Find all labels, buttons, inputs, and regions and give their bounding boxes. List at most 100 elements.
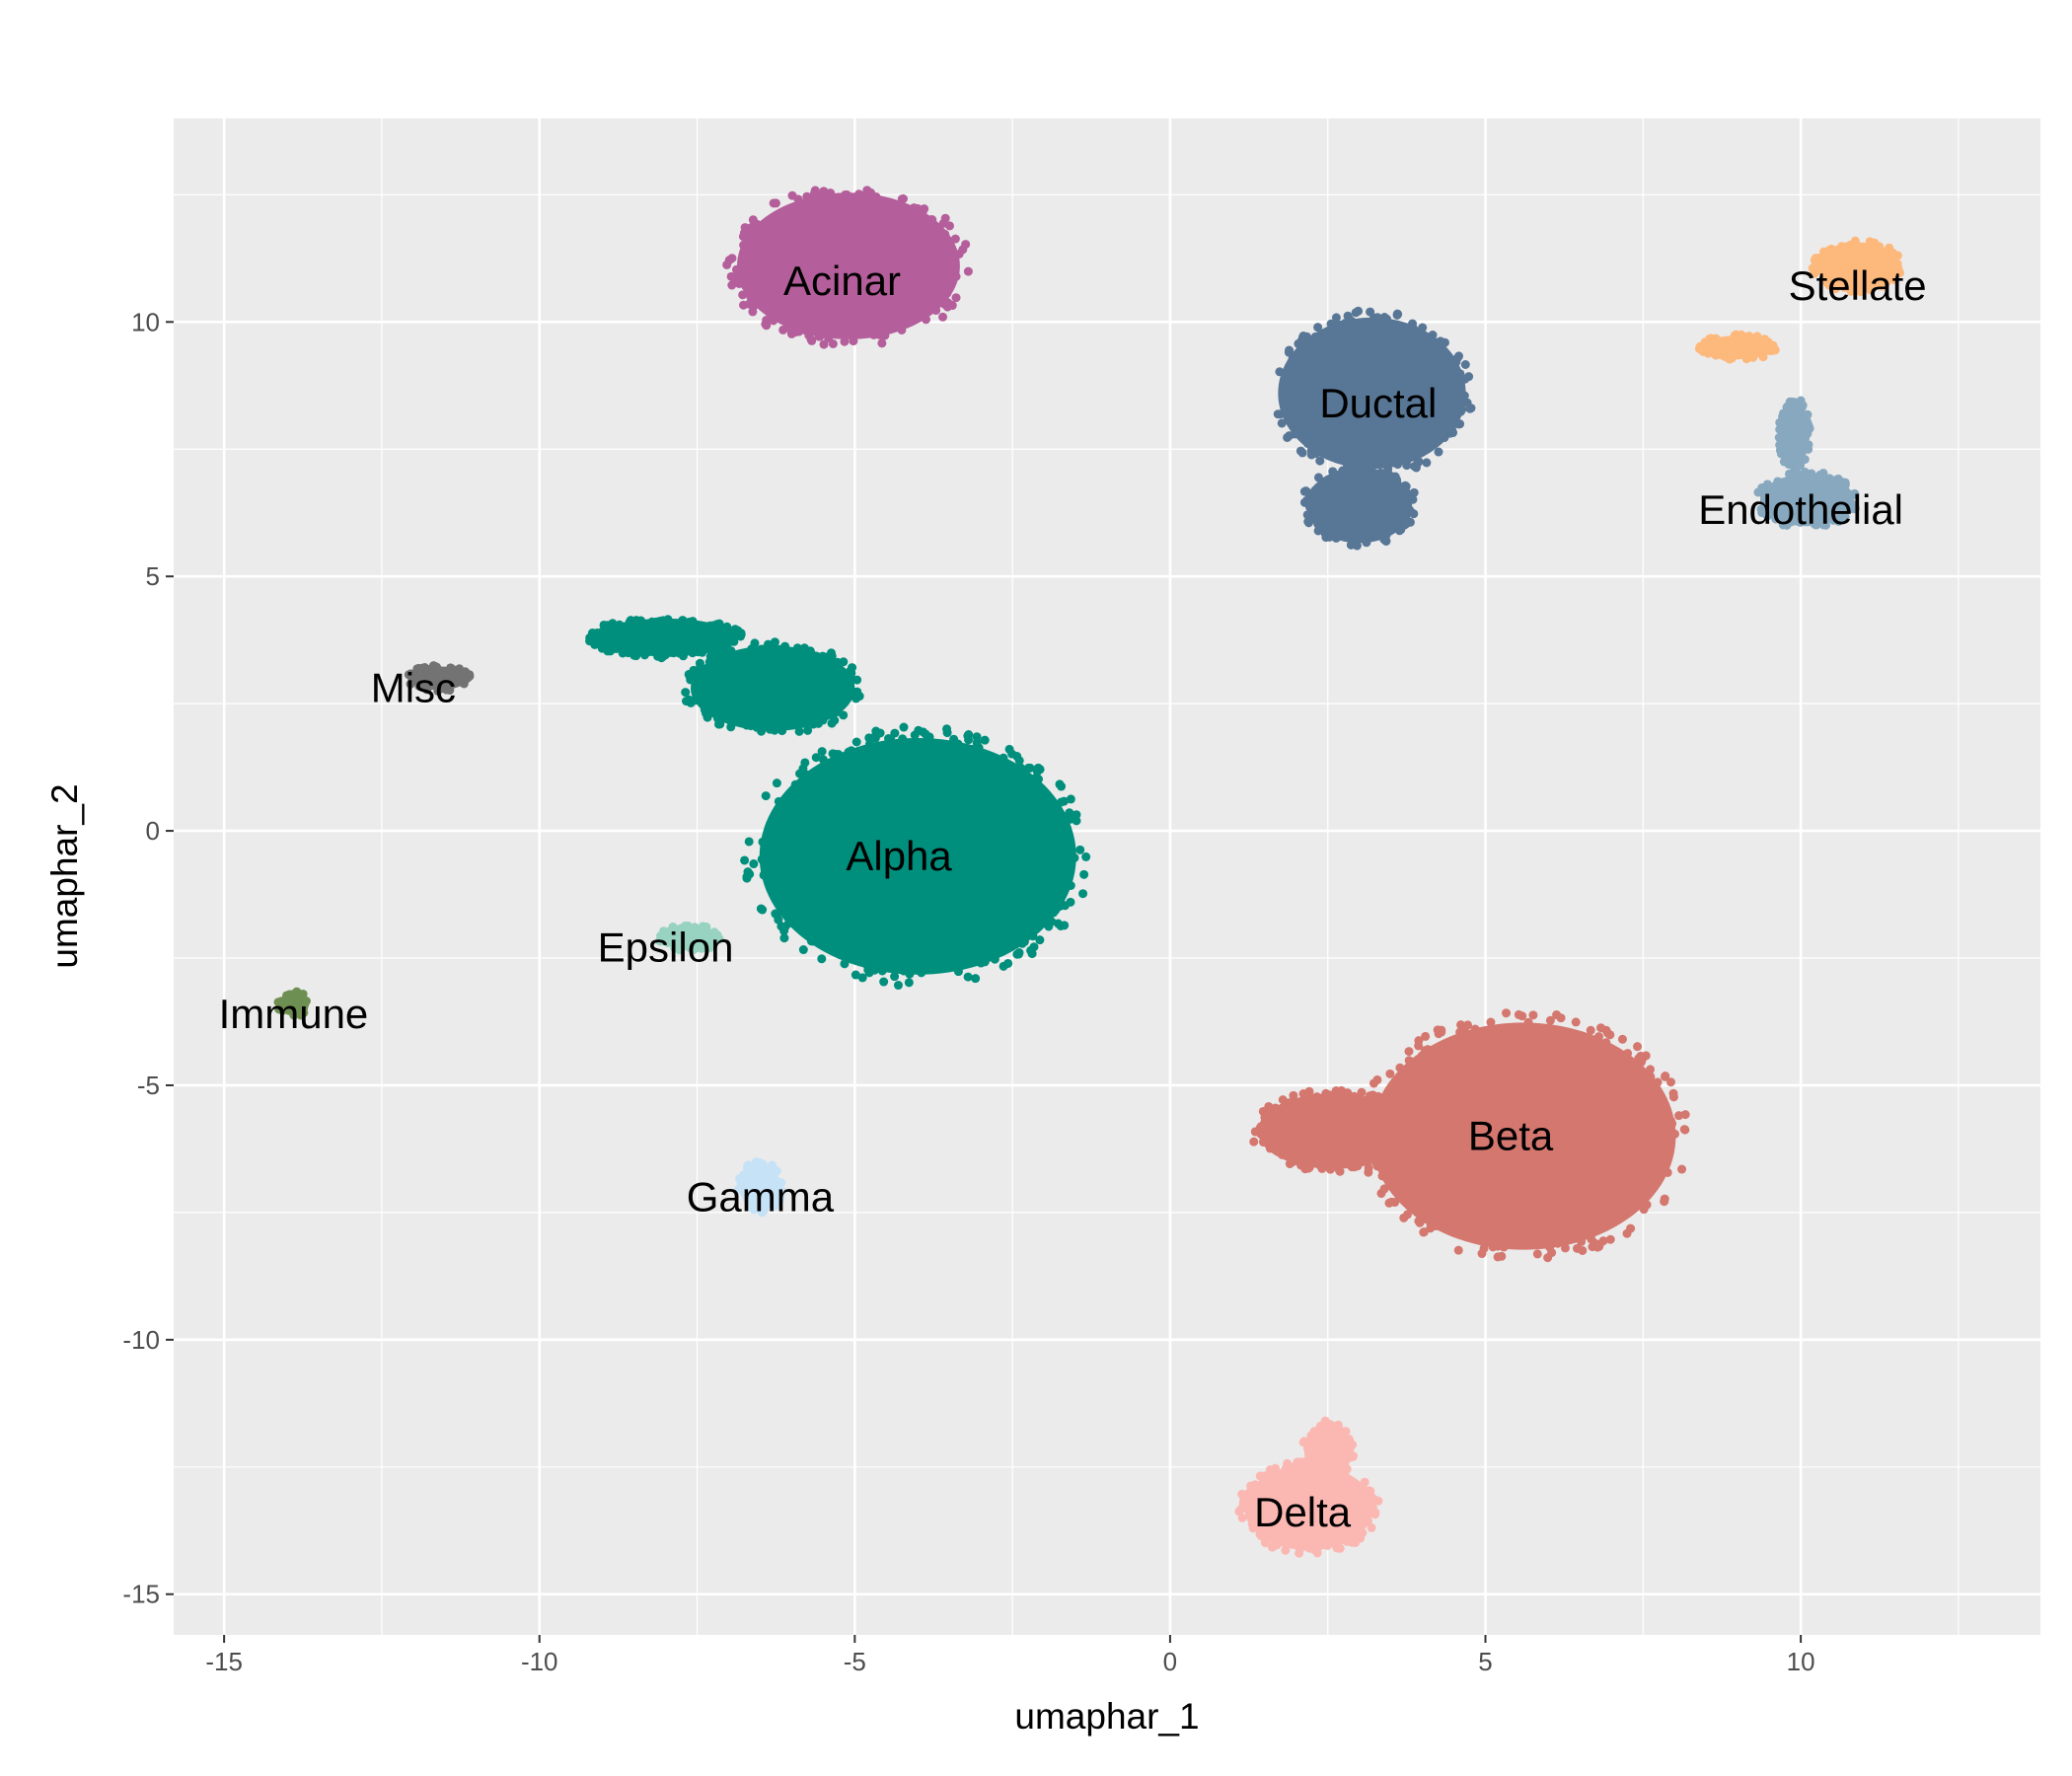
cluster-beta-point [1295,1112,1305,1122]
cluster-acinar-point [750,297,760,307]
cluster-beta-point [1377,1171,1387,1181]
cluster-endothelial-point [1777,440,1787,450]
cluster-alpha-point [1058,849,1068,858]
cluster-acinar-point [839,241,849,251]
cluster-acinar-point [787,190,797,200]
cluster-beta-point [1637,1187,1647,1197]
cluster-alpha-point [836,676,846,686]
cluster-alpha-point [786,823,796,833]
cluster-misc-point [414,681,424,691]
cluster-beta-point [1440,1050,1449,1060]
cluster-alpha-point [1005,914,1015,924]
cluster-beta-point [1317,1163,1327,1173]
cluster-stellate-point [1714,345,1724,355]
cluster-alpha-point [726,646,736,656]
cluster-alpha-point [797,892,807,902]
cluster-alpha-point [975,859,985,869]
cluster-alpha-point [1046,830,1056,840]
cluster-ductal-point [1301,345,1311,355]
cluster-acinar-point [878,240,888,250]
cluster-beta-point [1479,1243,1489,1253]
cluster-beta-point [1597,1159,1607,1169]
cluster-alpha-point [757,854,767,864]
cluster-delta-point [1373,1496,1383,1506]
y-tick-label: 0 [146,816,160,846]
cluster-beta-point [1482,1158,1492,1168]
cluster-stellate-point [1727,353,1737,363]
cluster-acinar-point [743,261,753,271]
cluster-alpha-point [769,651,778,661]
cluster-beta-point [1561,1234,1571,1244]
cluster-endothelial-point [1788,440,1798,450]
cluster-beta-point [1496,1063,1506,1073]
cluster-alpha-point [1036,841,1046,851]
cluster-alpha-point [857,973,867,983]
cluster-alpha-point [982,950,992,960]
cluster-ductal-point [1334,516,1344,526]
cluster-beta-point [1364,1163,1373,1173]
cluster-beta-point [1415,1168,1425,1178]
cluster-acinar-point [898,194,908,204]
cluster-beta-point [1385,1101,1395,1111]
cluster-beta-point [1505,1107,1515,1117]
cluster-acinar-point [822,307,832,317]
cluster-alpha-point [976,748,986,758]
cluster-acinar-point [813,244,823,254]
cluster-alpha-point [705,631,715,641]
cluster-endothelial-point [1762,480,1772,489]
cluster-alpha-point [957,798,967,808]
cluster-alpha-point [877,862,887,872]
cluster-beta-point [1598,1201,1608,1211]
cluster-beta-point [1457,1094,1467,1104]
cluster-delta-point [1315,1421,1325,1431]
cluster-beta-point [1523,1017,1533,1027]
cluster-beta-point [1504,1054,1514,1064]
cluster-beta-point [1485,1094,1495,1104]
cluster-beta-point [1511,1239,1520,1249]
cluster-beta-point [1567,1077,1577,1087]
cluster-acinar-point [801,310,811,320]
cluster-beta-point [1545,1242,1555,1252]
cluster-alpha-point [811,753,821,763]
cluster-delta-point [1321,1442,1331,1451]
cluster-endothelial-point [1790,398,1800,407]
cluster-delta-point [1271,1463,1281,1473]
cluster-alpha-point [820,873,830,883]
cluster-ductal-point [1393,366,1403,376]
cluster-alpha-point [935,897,945,907]
cluster-alpha-point [955,762,965,772]
cluster-beta-point [1543,1160,1553,1170]
cluster-acinar-point [901,255,911,264]
cluster-alpha-point [907,828,917,838]
cluster-alpha-point [806,815,816,825]
cluster-ductal-point [1330,418,1340,428]
cluster-acinar-point [822,208,832,218]
cluster-acinar-point [788,304,798,314]
cluster-ductal-point [1327,503,1337,513]
cluster-beta-point [1570,1219,1580,1228]
cluster-beta-point [1459,1170,1469,1180]
cluster-ductal-point [1358,372,1368,382]
cluster-beta-point [1433,1162,1443,1172]
cluster-beta-point [1452,1083,1462,1093]
cluster-alpha-point [860,888,870,898]
cluster-beta-point [1304,1147,1314,1156]
cluster-alpha-point [840,869,850,879]
cluster-beta-point [1504,1126,1514,1136]
cluster-ductal-point [1349,384,1359,394]
cluster-delta-point [1325,1433,1335,1443]
cluster-alpha-point [714,619,724,629]
cluster-alpha-point [944,761,954,771]
cluster-alpha-point [733,661,743,671]
cluster-endothelial-point [1757,508,1767,518]
cluster-ductal-point [1343,425,1353,435]
cluster-beta-point [1402,1210,1412,1220]
cluster-acinar-point [849,226,858,236]
cluster-alpha-point [825,892,835,902]
cluster-ductal-point [1393,460,1403,470]
cluster-beta-point [1508,1067,1517,1076]
cluster-alpha-point [909,802,919,812]
cluster-ductal-point [1454,351,1464,361]
cluster-acinar-point [769,316,778,326]
cluster-alpha-point [603,640,613,650]
